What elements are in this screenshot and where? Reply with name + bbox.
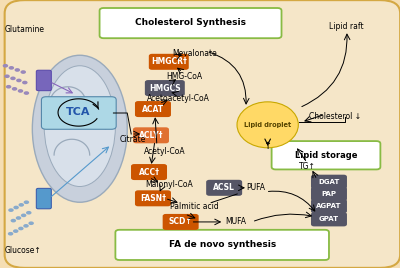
- Text: ↑: ↑: [264, 141, 272, 151]
- FancyBboxPatch shape: [133, 127, 169, 143]
- FancyBboxPatch shape: [42, 97, 116, 129]
- Ellipse shape: [44, 66, 115, 187]
- Circle shape: [4, 75, 10, 78]
- Text: PAP: PAP: [322, 191, 336, 197]
- Circle shape: [13, 229, 18, 233]
- Circle shape: [18, 203, 24, 207]
- Circle shape: [10, 219, 16, 222]
- Circle shape: [6, 85, 11, 89]
- Circle shape: [3, 64, 8, 68]
- Text: HMGCR†: HMGCR†: [151, 57, 187, 66]
- Ellipse shape: [32, 55, 127, 202]
- Text: TCA: TCA: [66, 107, 91, 117]
- Circle shape: [24, 200, 29, 204]
- FancyBboxPatch shape: [100, 8, 282, 38]
- Text: Acetoacetyl-CoA: Acetoacetyl-CoA: [147, 94, 210, 103]
- FancyBboxPatch shape: [131, 164, 167, 180]
- Text: HMG-CoA: HMG-CoA: [166, 72, 203, 81]
- Text: SCD↑: SCD↑: [169, 217, 192, 226]
- Circle shape: [10, 77, 16, 80]
- FancyBboxPatch shape: [206, 180, 242, 196]
- FancyBboxPatch shape: [135, 190, 171, 206]
- Circle shape: [23, 224, 29, 228]
- Circle shape: [20, 70, 26, 74]
- Text: Lipid storage: Lipid storage: [294, 151, 357, 160]
- Circle shape: [9, 66, 14, 70]
- FancyBboxPatch shape: [163, 214, 199, 230]
- FancyBboxPatch shape: [36, 188, 51, 209]
- FancyBboxPatch shape: [145, 80, 185, 96]
- Circle shape: [16, 79, 22, 82]
- FancyBboxPatch shape: [311, 187, 347, 201]
- Text: Malonyl-CoA: Malonyl-CoA: [145, 180, 193, 189]
- Circle shape: [14, 68, 20, 72]
- Text: Cholesterol ↓: Cholesterol ↓: [309, 113, 361, 121]
- FancyBboxPatch shape: [311, 175, 347, 189]
- Text: FASN†: FASN†: [140, 194, 166, 203]
- Text: DGAT: DGAT: [318, 179, 340, 185]
- Text: PUFA: PUFA: [246, 183, 265, 192]
- Text: Glucose↑: Glucose↑: [5, 246, 41, 255]
- Circle shape: [8, 208, 14, 212]
- FancyBboxPatch shape: [311, 212, 347, 226]
- Text: FA de novo synthesis: FA de novo synthesis: [168, 240, 276, 249]
- Text: Lipid droplet: Lipid droplet: [244, 122, 291, 128]
- Text: MUFA: MUFA: [226, 217, 246, 226]
- FancyBboxPatch shape: [36, 70, 51, 91]
- Circle shape: [24, 91, 29, 95]
- Text: Glutamine: Glutamine: [5, 24, 45, 34]
- Text: ACC†: ACC†: [138, 168, 160, 177]
- Text: TG↑: TG↑: [299, 162, 316, 171]
- Text: Acetyl-CoA: Acetyl-CoA: [144, 147, 186, 155]
- Text: ACAT: ACAT: [142, 105, 164, 114]
- Text: ACLY†: ACLY†: [139, 131, 163, 140]
- FancyBboxPatch shape: [5, 0, 400, 268]
- Circle shape: [21, 214, 26, 217]
- Circle shape: [26, 211, 32, 215]
- Text: AGPAT: AGPAT: [316, 203, 342, 209]
- Text: Lipid raft: Lipid raft: [330, 22, 364, 31]
- Text: Citrate: Citrate: [120, 135, 146, 144]
- Circle shape: [12, 87, 17, 91]
- Circle shape: [28, 221, 34, 225]
- Circle shape: [16, 216, 21, 220]
- FancyBboxPatch shape: [311, 199, 347, 213]
- Text: Mevalonate: Mevalonate: [172, 49, 217, 58]
- Circle shape: [13, 206, 19, 209]
- FancyBboxPatch shape: [149, 54, 189, 70]
- Text: HMGCS: HMGCS: [149, 84, 181, 92]
- Ellipse shape: [237, 102, 298, 148]
- FancyBboxPatch shape: [272, 141, 380, 169]
- Text: Cholesterol Synthesis: Cholesterol Synthesis: [135, 18, 246, 27]
- Circle shape: [8, 232, 13, 236]
- Text: GPAT: GPAT: [319, 216, 339, 222]
- Circle shape: [18, 89, 23, 93]
- FancyBboxPatch shape: [115, 230, 329, 260]
- FancyBboxPatch shape: [135, 101, 171, 117]
- Circle shape: [22, 81, 28, 84]
- Text: ACSL: ACSL: [213, 183, 235, 192]
- Circle shape: [18, 227, 24, 230]
- Text: Palmitic acid: Palmitic acid: [170, 202, 219, 211]
